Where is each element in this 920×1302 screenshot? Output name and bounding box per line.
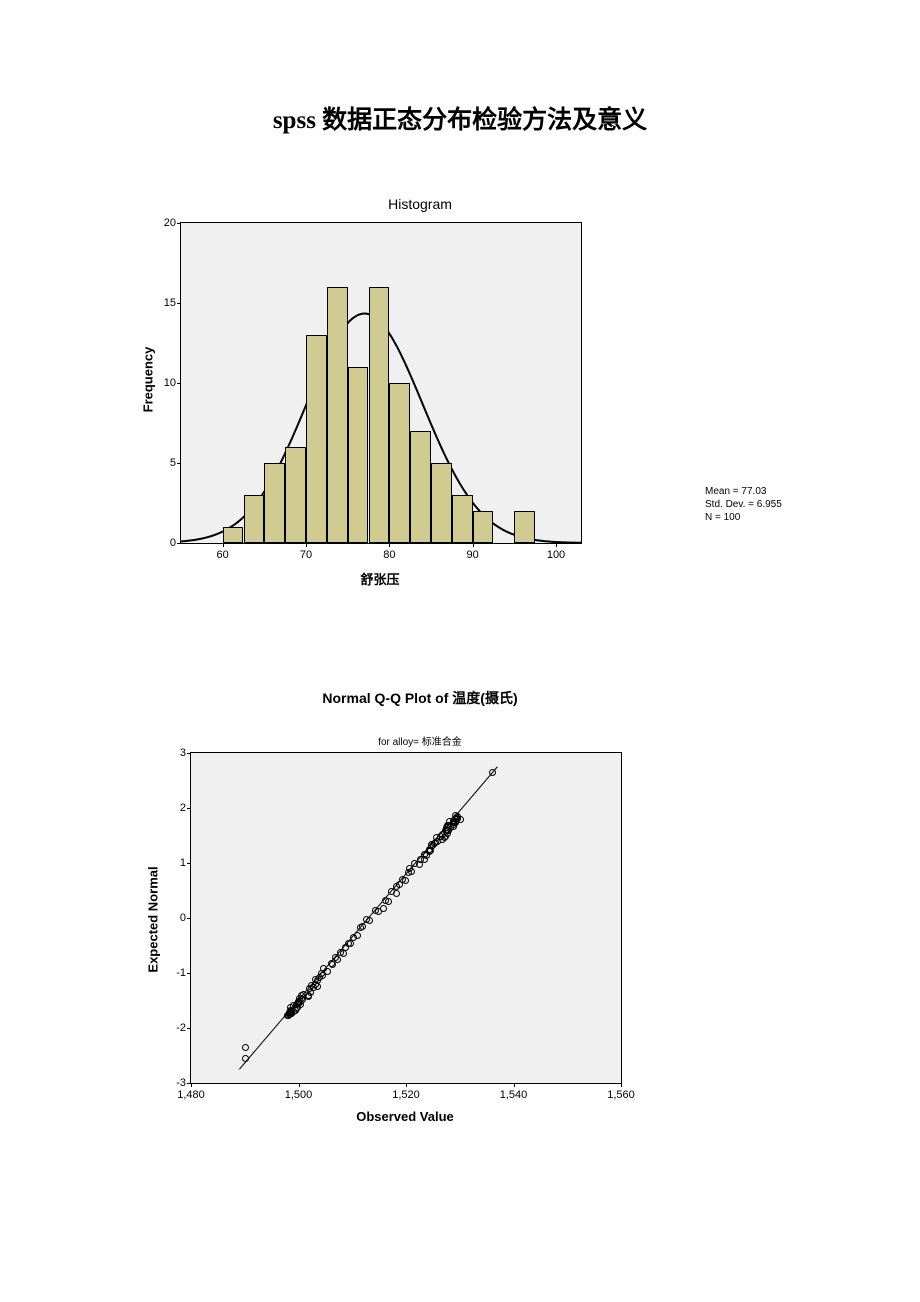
ytick-label: 15 xyxy=(151,297,176,309)
qq-point xyxy=(380,905,387,912)
histogram-stats: Mean = 77.03 Std. Dev. = 6.955 N = 100 xyxy=(705,485,820,524)
histogram-bar xyxy=(348,367,369,543)
xtick-label: 100 xyxy=(547,549,565,561)
qq-point xyxy=(393,890,400,897)
xtick-label: 60 xyxy=(217,549,229,561)
ytick-label: 1 xyxy=(161,857,186,869)
xtick-label: 1,540 xyxy=(500,1089,528,1101)
histogram-bar xyxy=(306,335,327,543)
histogram-bar xyxy=(327,287,348,543)
xtick xyxy=(473,543,474,547)
qq-point xyxy=(408,868,415,875)
ytick xyxy=(177,303,181,304)
ytick-label: 10 xyxy=(151,377,176,389)
stat-n: N = 100 xyxy=(705,511,820,524)
histogram-bar xyxy=(244,495,265,543)
histogram-bar xyxy=(369,287,390,543)
xtick xyxy=(556,543,557,547)
document-title: spss 数据正态分布检验方法及意义 xyxy=(0,100,920,136)
histogram-bar xyxy=(223,527,244,543)
xtick xyxy=(191,1083,192,1087)
xtick xyxy=(223,543,224,547)
histogram-chart: Histogram Frequency www.bdocx.com 051015… xyxy=(140,196,700,588)
ytick-label: 3 xyxy=(161,747,186,759)
qq-point xyxy=(347,940,354,947)
qq-point xyxy=(334,956,341,963)
histogram-bar xyxy=(514,511,535,543)
ytick xyxy=(187,863,191,864)
ytick-label: -3 xyxy=(161,1077,186,1089)
ytick xyxy=(187,918,191,919)
ytick-label: 5 xyxy=(151,457,176,469)
ytick-label: -2 xyxy=(161,1022,186,1034)
ytick-label: 0 xyxy=(151,537,176,549)
xtick-label: 1,500 xyxy=(285,1089,313,1101)
histogram-plot-area: www.bdocx.com 0510152060708090100 xyxy=(180,222,582,544)
qq-point xyxy=(402,877,409,884)
xtick-label: 1,560 xyxy=(607,1089,635,1101)
histogram-bar xyxy=(285,447,306,543)
histogram-bar xyxy=(452,495,473,543)
xtick-label: 70 xyxy=(300,549,312,561)
ytick xyxy=(187,753,191,754)
ytick xyxy=(187,973,191,974)
qqplot-xlabel: Observed Value xyxy=(190,1109,620,1124)
histogram-bar xyxy=(264,463,285,543)
qq-point xyxy=(324,968,331,975)
xtick-label: 80 xyxy=(383,549,395,561)
xtick xyxy=(514,1083,515,1087)
qq-point xyxy=(489,769,496,776)
ytick xyxy=(177,543,181,544)
qq-point xyxy=(457,816,464,823)
qq-point xyxy=(354,932,361,939)
stat-std: Std. Dev. = 6.955 xyxy=(705,498,820,511)
ytick xyxy=(177,463,181,464)
xtick xyxy=(621,1083,622,1087)
ytick xyxy=(177,223,181,224)
qqplot-chart: Normal Q-Q Plot of 温度(摄氏) for alloy= 标准合… xyxy=(140,688,700,1124)
xtick xyxy=(406,1083,407,1087)
qq-point xyxy=(242,1044,249,1051)
histogram-bar xyxy=(431,463,452,543)
xtick xyxy=(299,1083,300,1087)
qq-point xyxy=(385,898,392,905)
qq-reference-line xyxy=(191,753,621,1083)
qq-point xyxy=(340,950,347,957)
histogram-bar xyxy=(389,383,410,543)
qq-point xyxy=(366,917,373,924)
xtick xyxy=(389,543,390,547)
qq-point xyxy=(359,923,366,930)
histogram-title: Histogram xyxy=(140,196,700,212)
xtick-label: 1,520 xyxy=(392,1089,420,1101)
qqplot-title: Normal Q-Q Plot of 温度(摄氏) xyxy=(140,688,700,708)
xtick-label: 90 xyxy=(467,549,479,561)
ytick-label: -1 xyxy=(161,967,186,979)
ytick-label: 2 xyxy=(161,802,186,814)
qqplot-ylabel: Expected Normal xyxy=(146,866,161,972)
qq-point xyxy=(242,1055,249,1062)
xtick xyxy=(306,543,307,547)
qq-point xyxy=(314,983,321,990)
histogram-bar xyxy=(473,511,494,543)
qqplot-subtitle: for alloy= 标准合金 xyxy=(140,733,700,748)
histogram-xlabel: 舒张压 xyxy=(180,569,580,588)
ytick-label: 0 xyxy=(161,912,186,924)
histogram-bar xyxy=(410,431,431,543)
ytick xyxy=(187,808,191,809)
ytick-label: 20 xyxy=(151,217,176,229)
ytick xyxy=(177,383,181,384)
xtick-label: 1,480 xyxy=(177,1089,205,1101)
ytick xyxy=(187,1028,191,1029)
stat-mean: Mean = 77.03 xyxy=(705,485,820,498)
qqplot-plot-area: -3-2-101231,4801,5001,5201,5401,560 xyxy=(190,752,622,1084)
